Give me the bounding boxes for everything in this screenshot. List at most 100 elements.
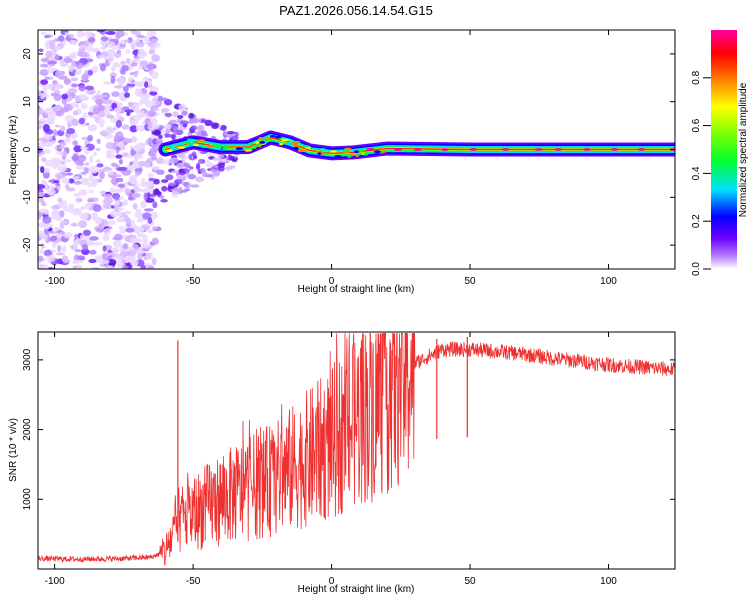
spectral-speckle	[246, 147, 252, 150]
spectral-blob	[99, 259, 110, 265]
spectral-blob	[64, 115, 75, 122]
spectral-blob	[175, 129, 184, 136]
spectral-blob	[38, 191, 45, 198]
spectral-blob	[116, 30, 125, 38]
spectral-blob	[115, 119, 122, 128]
spectral-speckle	[349, 153, 355, 157]
spectral-blob	[135, 173, 140, 177]
spectral-blob	[110, 75, 116, 84]
spectral-blob	[55, 183, 61, 187]
spectral-peak	[393, 148, 402, 151]
spectral-blob	[109, 72, 117, 79]
spectral-blob	[150, 38, 158, 43]
spectral-blob	[115, 112, 122, 118]
spectral-blob	[78, 117, 86, 125]
spectral-blob	[170, 120, 178, 124]
spectral-blob	[217, 165, 225, 172]
spectral-peak	[501, 148, 510, 151]
spectral-blob	[120, 60, 126, 66]
spectral-blob	[74, 248, 83, 253]
spectral-blob	[189, 166, 194, 170]
spectral-blob	[75, 61, 80, 65]
spectral-peak	[440, 148, 449, 151]
spectral-blob	[96, 118, 106, 125]
spectral-peak	[582, 148, 591, 151]
spectrogram-x-tick-label: 100	[600, 276, 617, 287]
spectral-blob	[115, 131, 124, 140]
spectral-blob	[40, 63, 48, 68]
spectral-blob	[136, 226, 145, 233]
spectral-blob	[94, 95, 103, 100]
spectral-blob	[176, 175, 181, 179]
spectral-blob	[151, 54, 161, 63]
spectral-blob	[104, 59, 110, 67]
spectral-blob	[79, 44, 86, 48]
spectral-speckle	[186, 138, 195, 142]
spectral-blob	[135, 124, 146, 132]
spectral-blob	[196, 162, 201, 170]
spectral-blob	[115, 177, 124, 183]
spectral-blob	[159, 195, 165, 200]
spectral-blob	[136, 80, 145, 88]
spectral-blob	[119, 227, 126, 235]
spectral-blob	[133, 73, 138, 78]
spectral-blob	[113, 188, 124, 193]
spectrogram-x-tick-label: -50	[186, 276, 201, 287]
spectral-blob	[68, 203, 75, 211]
spectral-blob	[136, 232, 144, 238]
spectral-blob	[117, 207, 125, 211]
spectrogram-y-tick-label: 20	[22, 48, 33, 60]
spectral-blob	[108, 171, 114, 176]
spectral-speckle	[363, 152, 369, 156]
spectral-blob	[38, 208, 48, 214]
spectral-blob	[108, 220, 116, 225]
spectral-blob	[102, 81, 113, 85]
spectral-speckle	[281, 138, 289, 142]
colorbar-gradient	[711, 30, 737, 269]
spectral-blob	[99, 171, 105, 180]
spectral-blob	[66, 128, 76, 135]
spectral-blob	[125, 58, 131, 64]
spectral-blob	[88, 115, 98, 119]
spectral-blob	[140, 200, 147, 209]
spectral-blob	[147, 110, 156, 118]
spectral-blob	[54, 104, 62, 110]
spectral-blob	[76, 255, 85, 260]
spectral-peak	[469, 148, 478, 151]
spectrogram-x-tick-label: 0	[329, 276, 335, 287]
spectral-blob	[151, 257, 157, 266]
snr-frame	[37, 331, 676, 570]
spectral-blob	[40, 166, 45, 174]
spectral-blob	[152, 188, 160, 196]
spectrogram-x-tick-label: 50	[464, 276, 476, 287]
spectral-blob	[83, 40, 90, 48]
spectral-blob	[85, 122, 90, 126]
spectral-blob	[53, 93, 62, 102]
spectral-blob	[122, 137, 131, 143]
spectral-blob	[39, 69, 49, 76]
spectral-blob	[182, 181, 189, 186]
spectral-blob	[48, 76, 54, 80]
spectral-blob	[136, 218, 144, 223]
spectral-speckle	[258, 136, 263, 140]
spectral-blob	[90, 165, 99, 174]
spectral-blob	[129, 119, 139, 126]
spectral-blob	[148, 150, 156, 157]
spectral-blob	[125, 227, 135, 233]
spectral-blob	[81, 177, 90, 181]
spectral-blob	[102, 234, 110, 242]
spectral-blob	[63, 232, 73, 239]
spectral-blob	[121, 65, 130, 72]
spectral-blob	[65, 187, 76, 192]
spectral-blob	[64, 57, 73, 64]
spectral-blob	[117, 183, 125, 188]
spectral-blob	[45, 142, 53, 147]
spectral-blob	[133, 114, 142, 121]
spectral-speckle	[172, 143, 181, 147]
spectral-speckle	[291, 141, 299, 145]
spectral-blob	[111, 91, 120, 97]
spectral-blob	[62, 159, 72, 163]
spectral-blob	[75, 165, 86, 170]
spectral-blob	[64, 31, 71, 36]
